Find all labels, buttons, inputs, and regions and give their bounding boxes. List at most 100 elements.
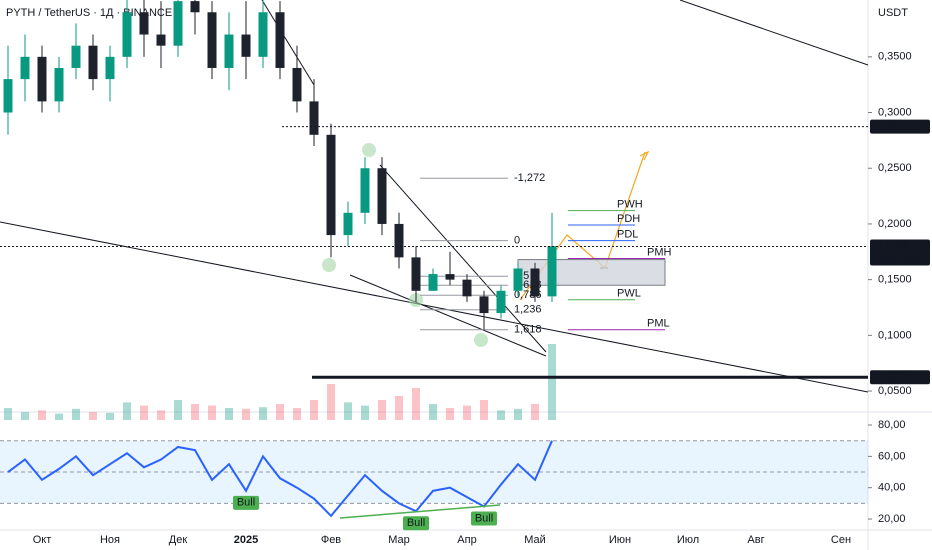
candle-body (394, 223, 404, 258)
projection-arrowhead (639, 150, 650, 161)
volume-bar (531, 404, 539, 420)
time-label: 2025 (234, 534, 258, 546)
volume-bar (412, 388, 420, 420)
volume-bar (174, 400, 182, 420)
volume-bar (55, 413, 63, 420)
candle-body (411, 257, 421, 291)
fib-label: -1,272 (514, 172, 545, 184)
key-level-label: PDH (617, 213, 640, 225)
candle-body (241, 34, 251, 57)
signal-label: Bull (475, 512, 493, 524)
candle-body (292, 67, 302, 102)
volume-bar (344, 402, 352, 420)
key-level-label: PWL (617, 288, 641, 300)
pivot (322, 258, 336, 272)
fib-label: 1,618 (514, 324, 542, 336)
currency-label: USDT (878, 7, 908, 19)
candle-body (190, 1, 200, 13)
candle-body (122, 12, 132, 57)
key-level-label: PMH (647, 246, 672, 258)
price-marker-box (870, 239, 930, 266)
candle-body (343, 212, 353, 236)
volume-bar (310, 400, 318, 420)
volume-bar (497, 410, 505, 420)
candle-body (428, 274, 438, 291)
time-label: Мар (388, 534, 410, 546)
candle-body (513, 268, 523, 291)
candle-body (547, 246, 557, 297)
signal-label: Bull (407, 517, 425, 529)
volume-bar (548, 344, 556, 420)
price-marker-label: 0,0624 (876, 371, 910, 383)
trend-line (261, 0, 315, 86)
candle-body (71, 45, 81, 68)
pivot (362, 143, 376, 157)
volume-bar (191, 404, 199, 420)
volume-bar (259, 407, 267, 420)
volume-bar (514, 408, 522, 420)
volume-bar (4, 408, 12, 420)
price-marker-label: 0,1798 (876, 240, 910, 252)
candle-body (224, 34, 234, 68)
volume-bar (395, 396, 403, 420)
candle-body (156, 34, 166, 46)
price-tick-label: 0,1500 (878, 274, 912, 286)
volume-bar (123, 402, 131, 420)
pivot (474, 333, 488, 347)
rsi-tick-label: 40,00 (878, 482, 906, 494)
time-label: Ноя (100, 534, 120, 546)
trend-line (349, 274, 547, 357)
candle-body (3, 79, 13, 113)
signal-box (403, 516, 429, 531)
signal-label: Bull (237, 497, 255, 509)
candle-body (496, 290, 506, 314)
volume-bar (327, 384, 335, 420)
key-level-label: PDL (617, 229, 638, 241)
trend-line (0, 221, 869, 393)
supply-zone (517, 259, 666, 286)
candle-body (326, 134, 336, 236)
candle-body (445, 274, 455, 280)
time-label: Фев (321, 534, 341, 546)
price-tick-label: 0,3000 (878, 106, 912, 118)
rsi-tick-label: 60,00 (878, 450, 906, 462)
time-label: Май (524, 534, 546, 546)
volume-bar (429, 404, 437, 420)
trend-line (379, 164, 547, 353)
signal-box (233, 495, 259, 510)
volume-bar (106, 412, 114, 420)
candle-body (377, 168, 387, 224)
time-label: Окт (33, 534, 52, 546)
candle-body (37, 56, 47, 102)
volume-bar (89, 412, 97, 420)
countdown: 05:02:56 (876, 252, 919, 264)
volume-bar (208, 405, 216, 420)
candle-body (105, 56, 115, 80)
volume-bar (361, 405, 369, 420)
rsi-tick-label: 20,00 (878, 513, 906, 525)
price-tick-label: 0,3500 (878, 51, 912, 63)
key-level-label: PML (647, 318, 670, 330)
candle-body (207, 12, 217, 68)
fib-label: 0 (514, 235, 520, 247)
volume-bar (225, 408, 233, 420)
key-level-label: PWH (617, 198, 643, 210)
candle-body (20, 56, 30, 80)
rsi-tick-label: 80,00 (878, 419, 906, 431)
price-marker-box (870, 119, 930, 134)
volume-bar (21, 412, 29, 420)
price-tick-label: 0,2500 (878, 162, 912, 174)
candle-body (462, 279, 472, 297)
volume-bar (72, 408, 80, 420)
volume-bar (293, 408, 301, 420)
candle-body (88, 45, 98, 80)
time-label: Июн (609, 534, 631, 546)
time-label: Авг (747, 534, 764, 546)
time-label: Сен (831, 534, 851, 546)
candle-body (54, 67, 64, 102)
candle-body (173, 1, 183, 46)
signal-box (471, 511, 497, 526)
candle-body (360, 168, 370, 213)
